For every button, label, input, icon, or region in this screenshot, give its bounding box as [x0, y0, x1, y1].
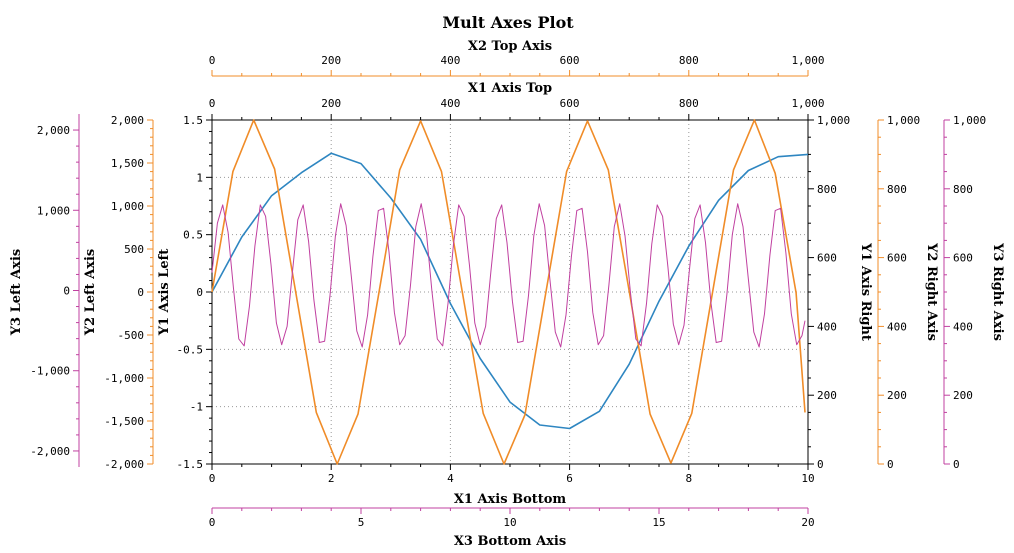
tick-label: -1,000 — [104, 372, 144, 385]
tick-label: -1 — [190, 401, 203, 414]
tick-label: 800 — [953, 183, 973, 196]
tick-label: 20 — [801, 516, 814, 529]
tick-label: 1,000 — [817, 114, 850, 127]
axes-group: 0 2 4 6 8 100 200 400 600 800 1,000-1.5-1-0.500.51… — [30, 54, 986, 529]
tick-label: 800 — [887, 183, 907, 196]
tick-label: 0 — [209, 516, 216, 529]
y1-right-axis: 0 200 400 600 800 1,000 — [808, 114, 850, 471]
tick-label: -500 — [118, 329, 145, 342]
series-line-2 — [211, 119, 806, 465]
tick-label: 400 — [817, 320, 837, 333]
tick-label: 0 — [196, 286, 203, 299]
tick-label: 1.5 — [183, 114, 203, 127]
tick-label: -1,500 — [104, 415, 144, 428]
tick-label: 0 — [953, 458, 960, 471]
y3-right-axis: 0 200 400 600 800 1,000 — [943, 114, 986, 471]
chart-title: Mult Axes Plot — [442, 13, 574, 32]
tick-label: 1,000 — [37, 204, 70, 217]
tick-label: 800 — [679, 97, 699, 110]
y2-left-title: Y2 Left Axis — [83, 249, 98, 336]
tick-label: 2,000 — [37, 124, 70, 137]
tick-label: 600 — [817, 252, 837, 265]
axis-titles: X2 Top Axis X1 Axis Top X1 Axis Bottom X3 B… — [9, 39, 1005, 549]
y3-left-axis: -2,000 -1,000 0 1,000 2,000 — [30, 114, 80, 467]
x3-bottom-axis: 0 5 10 15 20 — [209, 507, 815, 529]
x1-bottom-title: X1 Axis Bottom — [454, 492, 567, 507]
tick-label: 600 — [560, 97, 580, 110]
tick-label: -2,000 — [30, 445, 70, 458]
tick-label: 10 — [801, 472, 814, 485]
tick-label: 1,000 — [791, 97, 824, 110]
tick-label: -2,000 — [104, 458, 144, 471]
tick-label: 400 — [953, 320, 973, 333]
tick-label: 2 — [328, 472, 335, 485]
tick-label: 200 — [817, 389, 837, 402]
tick-label: 5 — [358, 516, 365, 529]
tick-label: 800 — [679, 54, 699, 67]
tick-label: 0 — [209, 472, 216, 485]
tick-label: 2,000 — [111, 114, 144, 127]
plot-grid — [212, 120, 808, 464]
tick-label: 1,000 — [953, 114, 986, 127]
tick-label: 0.5 — [183, 229, 203, 242]
y2-right-title: Y2 Right Axis — [924, 242, 939, 341]
tick-label: 0 — [209, 54, 216, 67]
tick-label: 800 — [817, 183, 837, 196]
tick-label: 1 — [196, 171, 203, 184]
tick-label: 400 — [440, 97, 460, 110]
y1-right-title: Y1 Axis Right — [858, 242, 873, 341]
tick-label: 500 — [124, 243, 144, 256]
plot-area-frame — [211, 119, 809, 465]
x2-top-axis: 0 200 400 600 800 1,000 — [209, 54, 825, 77]
tick-label: 6 — [566, 472, 573, 485]
series-group — [211, 119, 809, 465]
tick-label: -1,000 — [30, 365, 70, 378]
tick-label: 8 — [685, 472, 692, 485]
tick-label: -0.5 — [177, 343, 204, 356]
tick-label: 10 — [503, 516, 516, 529]
tick-label: 600 — [953, 252, 973, 265]
tick-label: 4 — [447, 472, 454, 485]
y2-right-axis: 0 200 400 600 800 1,000 — [877, 114, 920, 471]
y1-left-title: Y1 Axis Left — [157, 249, 172, 336]
tick-label: 0 — [137, 286, 144, 299]
tick-label: 1,000 — [887, 114, 920, 127]
tick-label: 200 — [321, 97, 341, 110]
tick-label: 200 — [321, 54, 341, 67]
tick-label: 1,000 — [111, 200, 144, 213]
tick-label: 0 — [887, 458, 894, 471]
x1-bottom-axis: 0 2 4 6 8 10 — [209, 464, 815, 485]
tick-label: 600 — [560, 54, 580, 67]
y3-right-title: Y3 Right Axis — [990, 242, 1005, 341]
x1-top-axis: 0 200 400 600 800 1,000 — [209, 97, 825, 120]
tick-label: 200 — [887, 389, 907, 402]
y1-left-axis: -1.5 -1 -0.5 0 0.5 1 1.5 — [177, 114, 212, 471]
x1-top-title: X1 Axis Top — [468, 81, 552, 96]
tick-label: 1,000 — [791, 54, 824, 67]
tick-label: 400 — [440, 54, 460, 67]
series-line-1 — [211, 152, 809, 430]
tick-label: 0 — [209, 97, 216, 110]
tick-label: 0 — [63, 285, 70, 298]
tick-label: 600 — [887, 252, 907, 265]
series-line-3 — [211, 203, 806, 348]
tick-label: 15 — [652, 516, 665, 529]
tick-label: 1,500 — [111, 157, 144, 170]
y3-left-title: Y3 Left Axis — [9, 249, 24, 336]
x3-bottom-title: X3 Bottom Axis — [454, 534, 566, 549]
tick-label: 0 — [817, 458, 824, 471]
tick-label: 200 — [953, 389, 973, 402]
y2-left-axis: -2,000 -1,500 -1,000 -500 0 500 1,000 1,500 2,00… — [104, 114, 154, 471]
tick-label: -1.5 — [177, 458, 204, 471]
tick-label: 400 — [887, 320, 907, 333]
x2-top-title: X2 Top Axis — [468, 39, 552, 54]
